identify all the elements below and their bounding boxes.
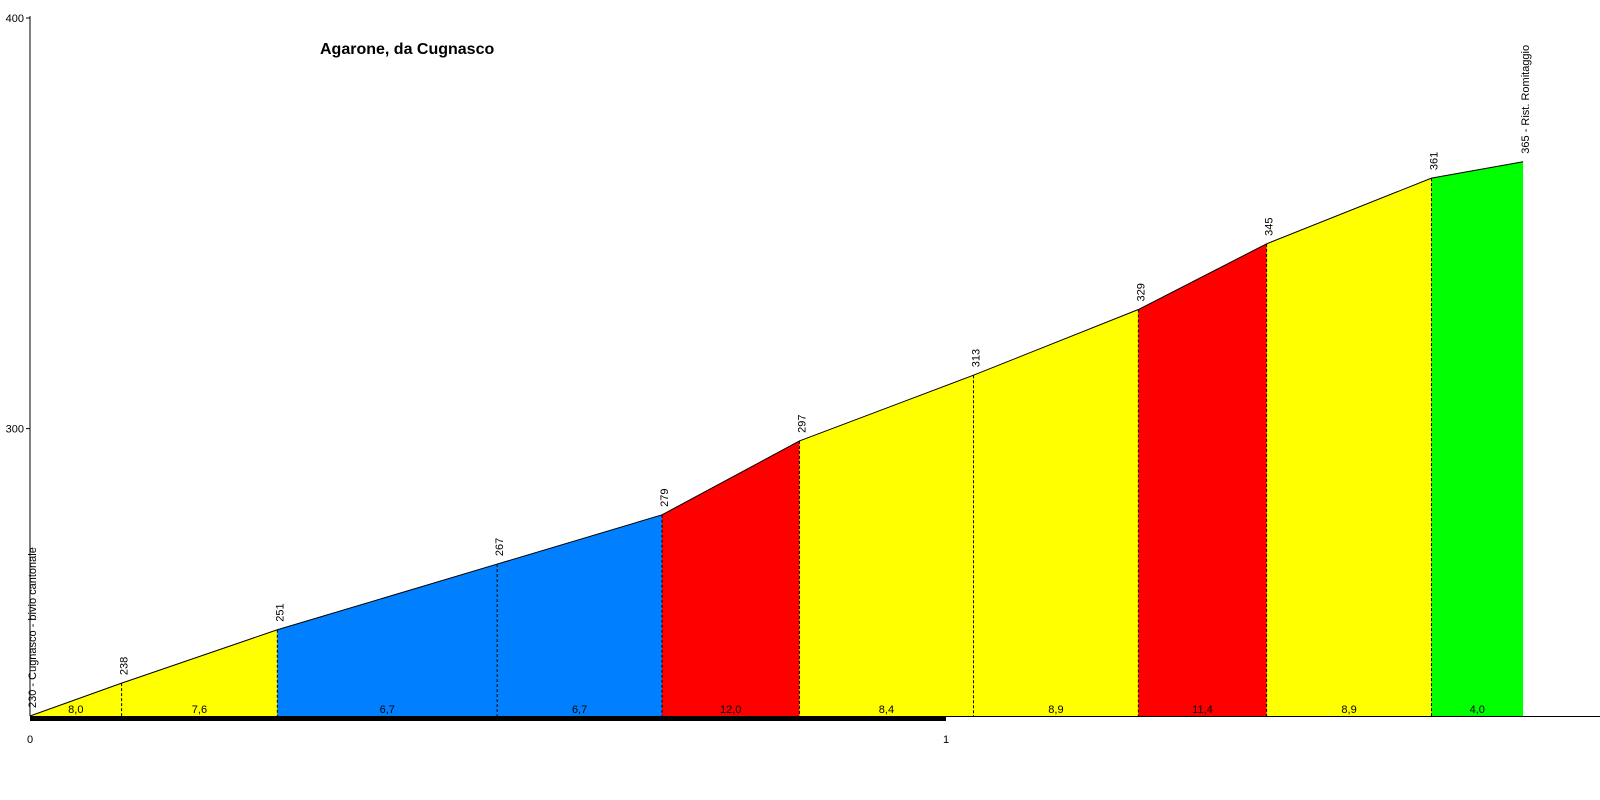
altitude-label: 297	[796, 415, 808, 433]
segment-grade-label: 12,0	[720, 704, 741, 716]
profile-segment	[121, 629, 278, 716]
segment-grade-label: 8,9	[1048, 704, 1063, 716]
profile-layer	[29, 161, 1524, 717]
altitude-label: 365 - Rist. Romitaggio	[1520, 45, 1532, 154]
distance-bar-km-0-1	[30, 716, 946, 721]
profile-segment	[1138, 243, 1267, 716]
profile-segment	[973, 309, 1139, 716]
altitude-label: 267	[494, 538, 506, 556]
segment-grade-label: 11,4	[1192, 704, 1213, 716]
x-tick-label: 0	[27, 734, 33, 746]
profile-segment	[662, 440, 800, 716]
y-tick-label: 300	[6, 424, 24, 436]
segments-layer	[30, 161, 1524, 717]
altitude-label: 279	[659, 488, 671, 506]
segment-grade-label: 8,0	[68, 704, 83, 716]
axes-layer: 400 300 0 1	[6, 13, 1600, 746]
profile-segment	[1431, 161, 1524, 717]
profile-segment	[799, 375, 974, 716]
altitude-label: 313	[970, 349, 982, 367]
dividers-layer	[121, 178, 1432, 716]
altitude-label: 251	[274, 603, 286, 621]
segment-grade-label: 8,9	[1341, 704, 1356, 716]
altitude-label: 238	[119, 657, 131, 675]
altitude-label: 230 - Cugnasco - bivio cantonale	[27, 547, 39, 708]
chart-title: Agarone, da Cugnasco	[320, 41, 494, 58]
segment-grade-label: 6,7	[380, 704, 395, 716]
x-tick-label: 1	[943, 734, 949, 746]
segment-grade-label: 6,7	[572, 704, 587, 716]
altitude-label: 361	[1428, 152, 1440, 170]
segment-grade-label: 4,0	[1470, 704, 1485, 716]
segment-grade-label: 8,4	[879, 704, 894, 716]
profile-segment	[1266, 178, 1432, 717]
grade-labels-layer: 8,0 7,6 6,7 6,7 12,0 8,4 8,9 11,4 8,9 4,0	[68, 704, 1485, 716]
profile-segment	[497, 514, 663, 716]
profile-segment	[277, 564, 498, 716]
altitude-label: 329	[1135, 283, 1147, 301]
profile-line	[29, 161, 1524, 717]
segment-grade-label: 7,6	[192, 704, 207, 716]
y-tick-label: 400	[6, 13, 24, 25]
altitude-label: 345	[1264, 217, 1276, 235]
